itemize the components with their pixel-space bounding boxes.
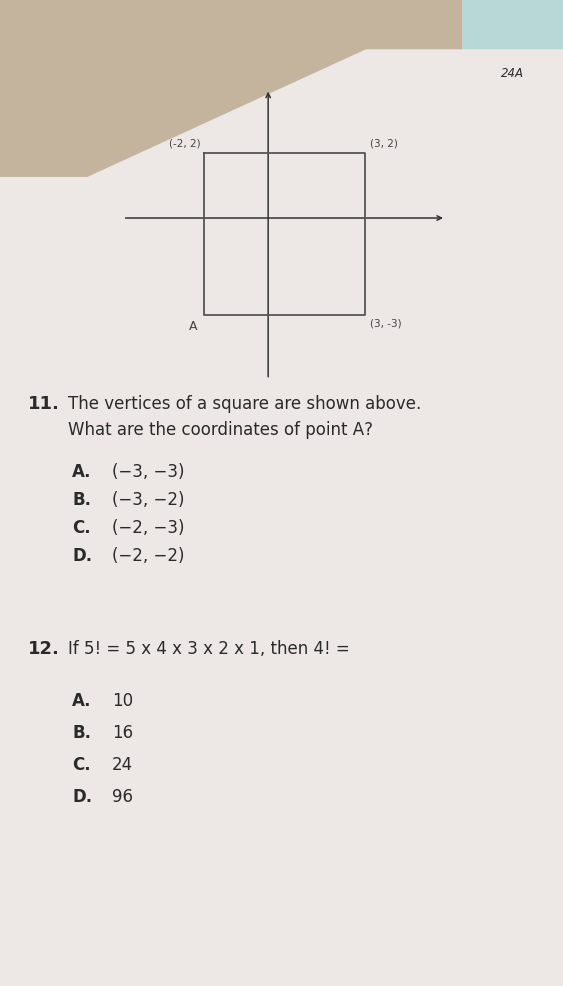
Text: (−2, −3): (−2, −3) — [112, 519, 185, 537]
Text: What are the coordinates of point A?: What are the coordinates of point A? — [68, 421, 373, 439]
Text: (3, 2): (3, 2) — [370, 138, 398, 149]
Polygon shape — [462, 0, 563, 99]
Text: C.: C. — [72, 756, 91, 774]
Text: 11.: 11. — [28, 395, 60, 413]
Text: 24A: 24A — [501, 67, 524, 81]
Polygon shape — [0, 49, 563, 986]
Text: 12.: 12. — [28, 640, 60, 658]
Text: 24: 24 — [112, 756, 133, 774]
Text: 10: 10 — [112, 692, 133, 710]
Text: (−2, −2): (−2, −2) — [112, 547, 185, 565]
Text: B.: B. — [72, 724, 91, 742]
Text: D.: D. — [72, 788, 92, 806]
Text: A.: A. — [72, 692, 92, 710]
Text: 16: 16 — [112, 724, 133, 742]
Text: 96: 96 — [112, 788, 133, 806]
Text: B.: B. — [72, 491, 91, 509]
Text: The vertices of a square are shown above.: The vertices of a square are shown above… — [68, 395, 421, 413]
Text: D.: D. — [72, 547, 92, 565]
Text: A.: A. — [72, 463, 92, 481]
Text: C.: C. — [72, 519, 91, 537]
Text: If 5! = 5 x 4 x 3 x 2 x 1, then 4! =: If 5! = 5 x 4 x 3 x 2 x 1, then 4! = — [68, 640, 350, 658]
Text: (3, -3): (3, -3) — [370, 318, 401, 328]
Polygon shape — [0, 0, 563, 177]
Text: A: A — [189, 319, 197, 333]
Text: (-2, 2): (-2, 2) — [169, 138, 200, 149]
Text: (−3, −3): (−3, −3) — [112, 463, 185, 481]
Text: (−3, −2): (−3, −2) — [112, 491, 185, 509]
